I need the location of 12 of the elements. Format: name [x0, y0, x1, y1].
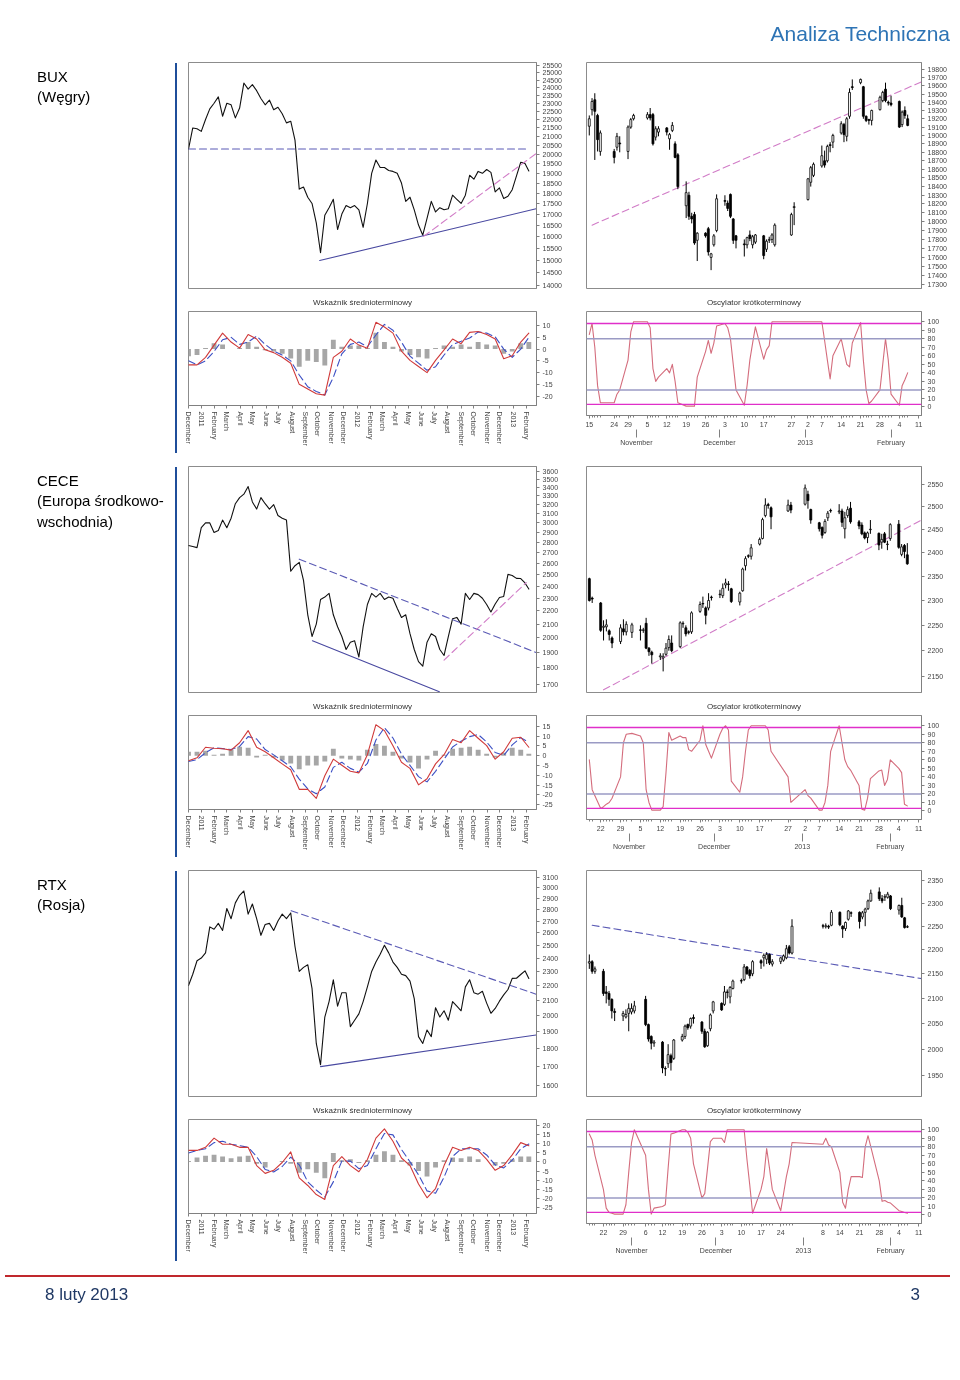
text: 8 luty 2013 — [45, 1284, 129, 1306]
chart-title: Oscylator krótkoterminowy — [706, 297, 802, 307]
chart-title: Wskaźnik średnioterminowy — [312, 1105, 413, 1115]
chart-title: Wskaźnik średnioterminowy — [312, 701, 413, 711]
text: CECE (Europa środkowo-wschodnia) — [37, 471, 165, 532]
chart-title: Oscylator krótkoterminowy — [706, 701, 802, 711]
text: 3 — [910, 1284, 920, 1306]
chart-title: Wskaźnik średnioterminowy — [312, 297, 413, 307]
chart-title: Oscylator krótkoterminowy — [706, 1105, 802, 1115]
text: Analiza Techniczna — [769, 21, 950, 47]
text: BUX (Węgry) — [37, 67, 91, 108]
text: RTX (Rosja) — [37, 875, 86, 916]
